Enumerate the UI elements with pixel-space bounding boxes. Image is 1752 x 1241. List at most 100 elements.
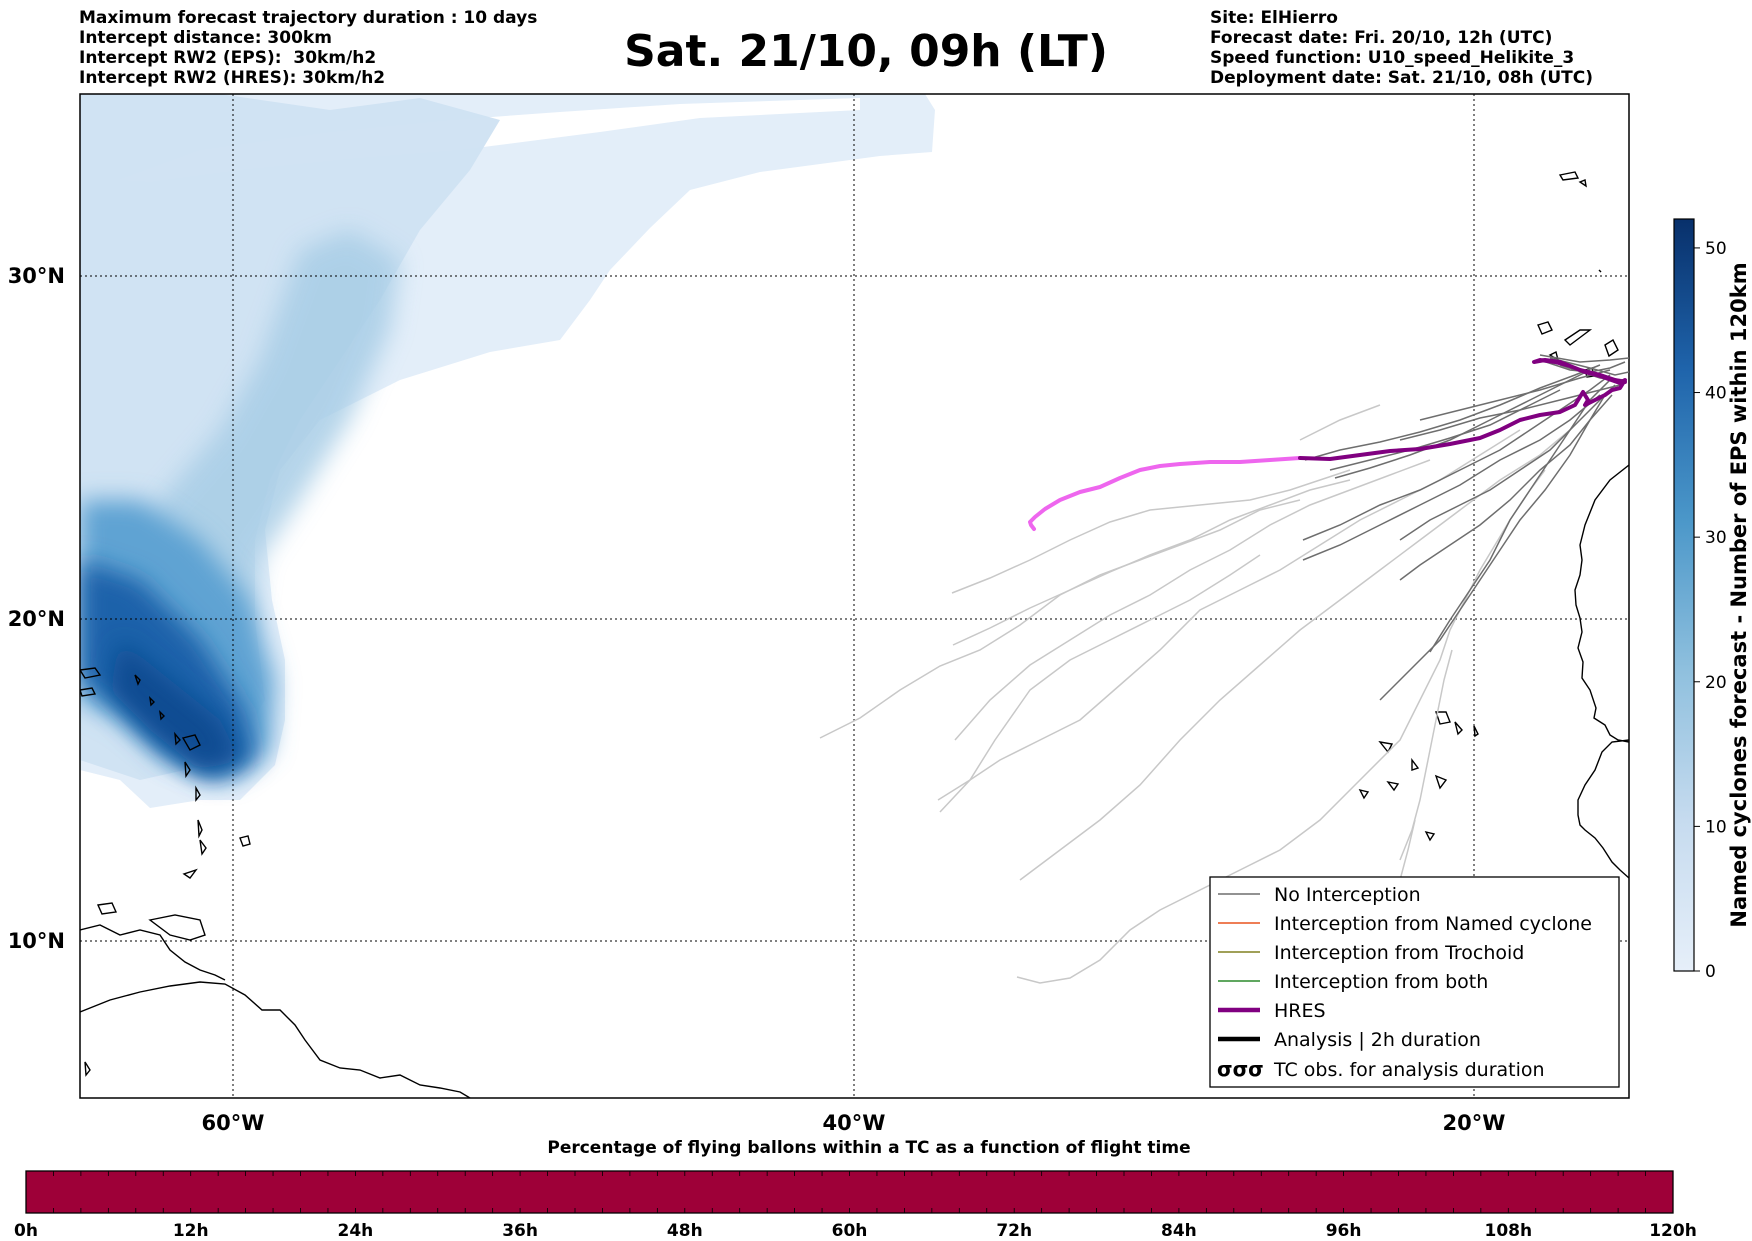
trajectory-dark — [1399, 394, 1613, 581]
cabo-verde-island — [1424, 830, 1436, 842]
time-bar-tick-label: 0h — [14, 1221, 38, 1241]
trajectory-light — [1299, 404, 1381, 441]
lon-label-60w: 60°W — [202, 1111, 265, 1135]
st-vincent — [199, 839, 207, 856]
time-bar-tick-label: 108h — [1485, 1221, 1533, 1241]
madeira — [1598, 269, 1602, 273]
legend-label: Interception from both — [1274, 971, 1488, 993]
hres-track-segment-extended — [1028, 456, 1302, 531]
cabo-verde-island — [1358, 788, 1370, 800]
figure-title: Sat. 21/10, 09h (LT) — [624, 26, 1108, 77]
colorbar: 0 10 20 30 40 50 Named cyclones forecast - Nu… — [1673, 218, 1751, 982]
madeira — [1578, 179, 1587, 188]
legend-label: Analysis | 2h duration — [1274, 1029, 1481, 1051]
legend: No Interception Interception from Named … — [1209, 876, 1620, 1088]
density-peak — [110, 640, 240, 770]
caribbean-island — [96, 902, 118, 915]
time-bar-tick-label: 72h — [996, 1221, 1032, 1241]
trajectory-dark — [1549, 357, 1629, 376]
legend-label: Interception from Named cyclone — [1274, 913, 1592, 935]
caribbean-island — [80, 667, 102, 679]
time-bar-tick-label: 120h — [1649, 1221, 1697, 1241]
hres-track — [1028, 358, 1627, 531]
header-left-line: Intercept distance: 300km — [79, 28, 332, 48]
time-bar-tick-label: 60h — [832, 1221, 868, 1241]
lon-label-40w: 40°W — [823, 1111, 886, 1135]
time-bar-tick-label: 48h — [667, 1221, 703, 1241]
canary-island — [1537, 321, 1553, 335]
barbados — [195, 785, 201, 802]
martinique — [184, 761, 191, 779]
lat-labels: 30°N 20°N 10°N — [8, 264, 65, 953]
legend-label: HRES — [1274, 1000, 1326, 1022]
caribbean-island — [148, 914, 206, 941]
trajectory-light — [1016, 469, 1546, 984]
time-bar-tick-label: 36h — [502, 1221, 538, 1241]
cabo-verde-island — [1454, 721, 1463, 736]
legend-label: No Interception — [1274, 884, 1421, 906]
header-right-line: Site: ElHierro — [1210, 8, 1338, 28]
caribbean-island — [80, 687, 97, 697]
cyclone-symbol-icon: σσσ — [1217, 1057, 1264, 1081]
lat-label-20n: 20°N — [8, 607, 65, 631]
guadeloupe — [181, 734, 201, 751]
caribbean-island — [149, 696, 155, 707]
colorbar-tick-label: 20 — [1705, 673, 1727, 693]
cabo-verde-island — [1386, 780, 1400, 792]
colorbar-tick-label: 0 — [1705, 962, 1716, 982]
colorbar-gradient — [1673, 218, 1695, 972]
colorbar-ticks: 0 10 20 30 40 50 — [1694, 239, 1727, 982]
legend-label: TC obs. for analysis duration — [1273, 1059, 1545, 1081]
cabo-verde-island — [1378, 741, 1394, 754]
caribbean-island — [159, 710, 165, 721]
trajectory-light — [951, 469, 1351, 594]
cyclone-density-field — [80, 94, 935, 808]
trajectory-light — [1399, 649, 1453, 861]
colorbar-tick-label: 30 — [1705, 528, 1727, 548]
caribbean-island — [239, 835, 251, 847]
trajectory-dark — [1429, 379, 1611, 653]
time-bar-ticks: 0h 12h 24h 36h 48h 60h 72h 84h 96h 108h 120h — [14, 1171, 1697, 1241]
time-bar-tick-label: 24h — [338, 1221, 374, 1241]
south-america-coast — [80, 981, 471, 1098]
trajectory-light — [937, 429, 1521, 801]
time-bar-tick-label: 12h — [173, 1221, 209, 1241]
hres-track-segment — [1298, 358, 1627, 461]
lat-label-10n: 10°N — [8, 929, 65, 953]
header-right-line: Deployment date: Sat. 21/10, 08h (UTC) — [1210, 68, 1594, 88]
lat-label-30n: 30°N — [8, 264, 65, 288]
africa-coast — [1574, 464, 1629, 743]
trajectory-light — [1019, 429, 1571, 881]
madeira — [1558, 171, 1580, 181]
trajectory-dark — [1302, 374, 1611, 541]
colorbar-tick-label: 50 — [1705, 239, 1727, 259]
coastlines — [80, 171, 1629, 1098]
header-right-line: Speed function: U10_speed_Helikite_3 — [1210, 48, 1575, 68]
trajectory-dark — [1539, 354, 1629, 363]
lon-label-20w: 20°W — [1443, 1111, 1506, 1135]
legend-box — [1209, 876, 1620, 1088]
time-bar-tick-label: 84h — [1161, 1221, 1197, 1241]
st-lucia — [197, 819, 203, 839]
colorbar-label: Named cyclones forecast - Number of EPS … — [1727, 262, 1751, 927]
colorbar-tick-label: 10 — [1705, 817, 1727, 837]
colorbar-tick-label: 40 — [1705, 384, 1727, 404]
senegal-coast — [1577, 739, 1629, 879]
cabo-verde-island — [1435, 711, 1451, 725]
legend-label: Interception from Trochoid — [1274, 942, 1524, 964]
trajectory-dark — [1379, 394, 1606, 701]
header-left-line: Intercept RW2 (HRES): 30km/h2 — [79, 68, 386, 88]
trajectory-light — [939, 554, 1261, 813]
cabo-verde-island — [1411, 757, 1420, 771]
grenada — [182, 868, 198, 879]
header-left-line: Maximum forecast trajectory duration : 1… — [79, 8, 538, 28]
canary-island — [1563, 329, 1593, 346]
cabo-verde-island — [1434, 774, 1448, 790]
time-bar-fill — [25, 1170, 1674, 1214]
trinidad-venezuela-coast — [80, 924, 226, 981]
trajectory-light — [952, 479, 1351, 646]
trajectory-light — [954, 459, 1431, 741]
density-light-blue — [130, 230, 400, 640]
lon-labels: 60°W 40°W 20°W — [202, 1111, 1506, 1135]
